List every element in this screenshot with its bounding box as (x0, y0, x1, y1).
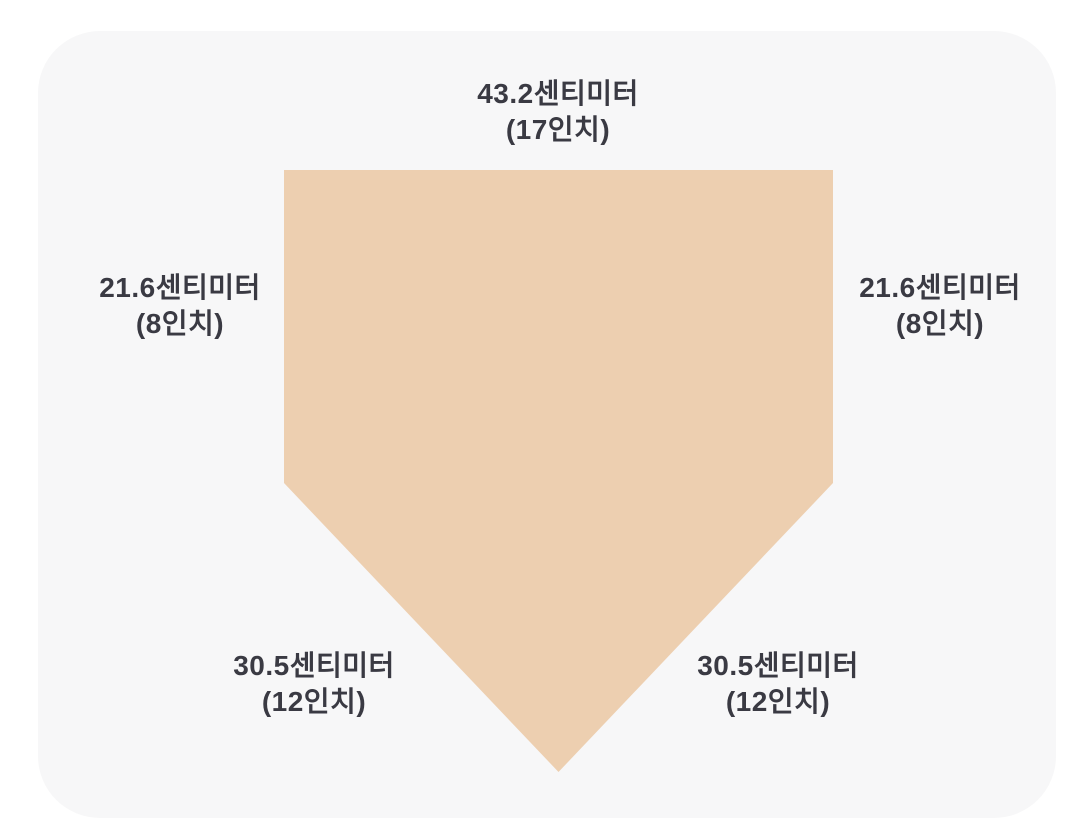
dimension-label-top: 43.2센티미터 (17인치) (428, 76, 688, 148)
dimension-top-cm: 43.2센티미터 (477, 78, 639, 109)
dimension-right-inch: (8인치) (895, 308, 985, 339)
dimension-right-cm: 21.6센티미터 (859, 272, 1021, 303)
dimension-label-right: 21.6센티미터 (8인치) (810, 270, 1070, 342)
dimension-left-cm: 21.6센티미터 (99, 272, 261, 303)
dimension-label-bottom-right: 30.5센티미터 (12인치) (648, 648, 908, 720)
dimension-bottom-right-inch: (12인치) (725, 686, 831, 717)
dimension-bottom-left-cm: 30.5센티미터 (233, 650, 395, 681)
dimension-left-inch: (8인치) (135, 308, 225, 339)
dimension-label-left: 21.6센티미터 (8인치) (50, 270, 310, 342)
dimension-bottom-right-cm: 30.5센티미터 (697, 650, 859, 681)
dimension-label-bottom-left: 30.5센티미터 (12인치) (184, 648, 444, 720)
dimension-top-inch: (17인치) (505, 114, 611, 145)
dimension-bottom-left-inch: (12인치) (261, 686, 367, 717)
